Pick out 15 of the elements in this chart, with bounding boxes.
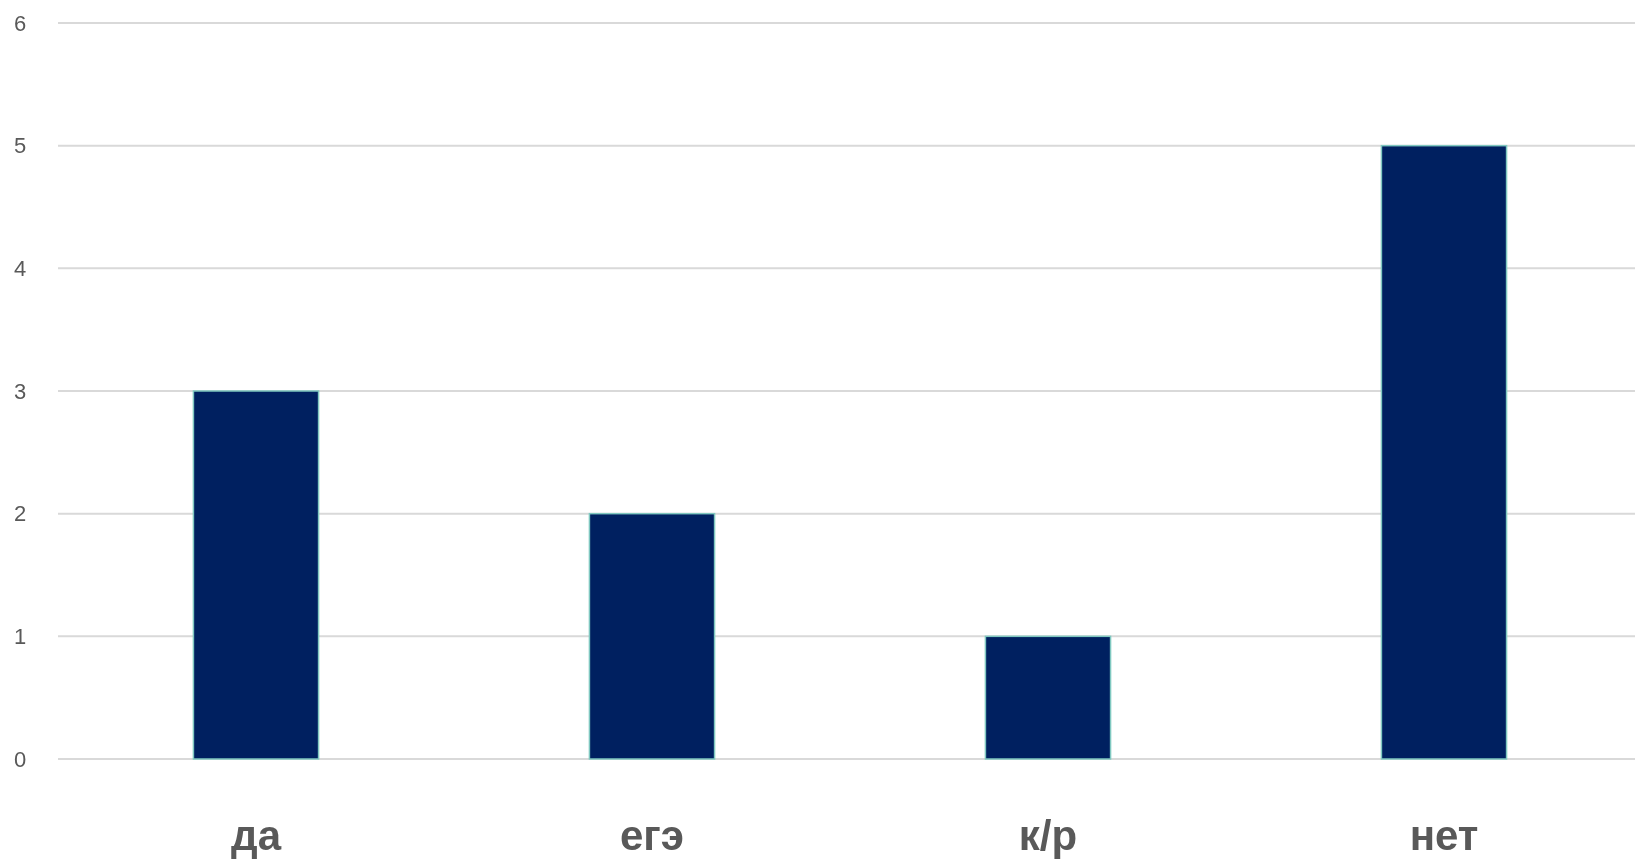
y-tick-label: 0 [13,746,27,772]
bar [1380,144,1508,760]
y-tick-label: 2 [13,501,27,527]
y-tick-label: 6 [13,10,27,36]
y-tick-label: 5 [13,133,27,159]
bar [192,390,320,760]
x-tick-label: нет [1409,811,1479,859]
x-tick-label: егэ [619,811,685,859]
x-tick-label: к/р [1018,811,1078,859]
bar [588,512,716,760]
bar [984,635,1112,760]
y-tick-label: 1 [13,624,27,650]
y-tick-label: 4 [13,256,27,282]
x-tick-label: да [230,811,282,859]
y-tick-label: 3 [13,378,27,404]
